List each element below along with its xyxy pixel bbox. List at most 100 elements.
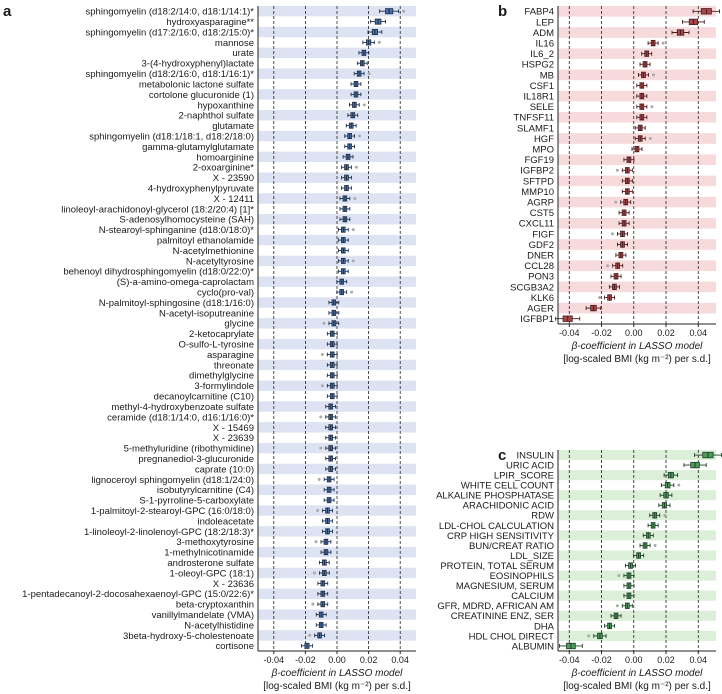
box-a-8 — [350, 91, 362, 98]
box-a-34 — [326, 361, 338, 368]
row-band — [558, 510, 716, 521]
box-a-38 — [325, 403, 337, 410]
y-tick-label: HDL CHOL DIRECT — [469, 631, 555, 642]
y-tick-label: SELE — [530, 102, 554, 113]
y-tick-label: CST5 — [530, 208, 554, 219]
box-b-27 — [598, 294, 616, 301]
box-b-22 — [617, 241, 628, 248]
outlier-point — [317, 477, 321, 481]
y-tick-label: CXCL11 — [519, 219, 554, 230]
row-band — [258, 505, 416, 516]
box-a-35 — [326, 372, 338, 379]
row-band — [258, 630, 416, 641]
box-a-21 — [337, 226, 355, 233]
box-b-18 — [614, 198, 632, 206]
y-tick-label: X - 23636 — [213, 579, 254, 590]
box-b-15 — [615, 167, 633, 174]
y-tick-label: MAGNESIUM, SERUM — [456, 581, 554, 592]
x-tick-label: 0.02 — [657, 328, 675, 338]
outlier-point — [614, 200, 618, 204]
box-a-39 — [319, 413, 337, 420]
y-tick-label: sphingomyelin (d18:2/16:0, d18:1/16:1)* — [86, 69, 255, 80]
y-tick-label: lignoceroyl sphingomyelin (d18:1/24:0) — [91, 475, 254, 486]
y-tick-label: AGRP — [527, 198, 554, 209]
panel-label-c: c — [498, 447, 506, 464]
y-tick-label: EOSINOPHILS — [490, 571, 554, 582]
box-c-0 — [693, 451, 722, 459]
outlier-point — [606, 264, 610, 268]
y-tick-label: methyl-4-hydroxybenzoate sulfate — [111, 402, 254, 413]
box-a-7 — [350, 81, 362, 88]
y-tick-label: RDW — [531, 511, 554, 522]
y-tick-label: SFTPD — [523, 176, 554, 187]
y-tick-label: 5-methyluridine (ribothymidine) — [124, 444, 254, 455]
box-a-1 — [370, 18, 387, 25]
y-tick-label: LDL_SIZE — [510, 551, 554, 562]
box-a-42 — [319, 445, 337, 452]
y-tick-label: PON3 — [528, 272, 554, 283]
row-band — [258, 110, 416, 121]
y-tick-label: LPIR_SCORE — [494, 471, 554, 482]
x-tick-label: 0.04 — [689, 328, 707, 338]
row-band — [558, 175, 716, 187]
y-tick-label: androsterone sulfate — [167, 558, 254, 569]
x-tick-label: 0.04 — [689, 655, 707, 665]
y-tick-label: glycine — [224, 319, 254, 330]
box-b-25 — [610, 273, 622, 280]
outlier-point — [402, 9, 406, 13]
y-tick-label: caprate (10:0) — [195, 464, 254, 475]
box-c-15 — [615, 602, 633, 609]
x-tick-label: 0.04 — [391, 655, 409, 665]
box-a-2 — [367, 29, 383, 36]
y-tick-label: X - 23639 — [213, 433, 254, 444]
y-tick-label: cortisone — [215, 641, 254, 652]
panel-label-b: b — [498, 3, 507, 20]
y-tick-label: LEP — [536, 17, 554, 28]
y-tick-label: MB — [540, 70, 554, 81]
row-band — [258, 609, 416, 620]
y-tick-label: ceramide (d18:1/14:0, d16:1/16:0)* — [107, 412, 254, 423]
row-band — [558, 302, 716, 314]
box-a-25 — [337, 268, 349, 275]
outlier-point — [311, 602, 315, 606]
y-tick-label: 1-pentadecanoyl-2-docosahexaenoyl-GPC (1… — [22, 589, 254, 600]
box-a-6 — [353, 70, 371, 77]
box-c-19 — [559, 642, 583, 650]
y-tick-label: HSPG2 — [522, 60, 554, 71]
y-tick-label: TNFSF11 — [514, 113, 554, 124]
box-b-5 — [639, 61, 651, 68]
box-b-20 — [618, 220, 630, 227]
y-tick-label: CSF1 — [530, 81, 554, 92]
box-c-6 — [649, 512, 667, 519]
outlier-point — [319, 415, 323, 419]
box-a-40 — [325, 424, 337, 431]
row-band — [558, 6, 716, 17]
panel-label-a: a — [3, 3, 12, 20]
y-tick-label: 1-methylnicotinamide — [164, 548, 254, 559]
y-tick-label: hypoxanthine — [197, 100, 254, 111]
x-axis-subtitle: [log-scaled BMI (kg m⁻²) per s.d.] — [563, 681, 711, 692]
box-a-32 — [326, 341, 338, 348]
y-tick-label: INSULIN — [517, 450, 555, 461]
y-tick-label: PROTEIN, TOTAL SERUM — [440, 561, 554, 572]
chart-panel-a: sphingomyelin (d18:2/14:0, d18:1/14:1)*h… — [3, 3, 416, 692]
x-tick-label: -0.02 — [591, 655, 612, 665]
y-tick-label: gamma-glutamylglutamate — [142, 142, 254, 153]
box-b-12 — [634, 135, 652, 142]
y-tick-label: IGFBP1 — [520, 314, 554, 325]
row-band — [558, 490, 716, 501]
box-c-2 — [663, 471, 679, 479]
x-axis-subtitle: [log-scaled BMI (kg m⁻²) per s.d.] — [263, 681, 411, 692]
x-axis-title: β-coefficient in LASSO model — [571, 668, 704, 679]
box-b-10 — [636, 114, 648, 121]
y-tick-label: decanoylcarnitine (C10) — [154, 392, 254, 403]
box-a-50 — [322, 528, 333, 535]
y-tick-label: ALKALINE PHOSPHATASE — [436, 491, 554, 502]
box-a-9 — [349, 101, 366, 108]
y-tick-label: AGER — [527, 304, 554, 315]
box-b-8 — [636, 92, 648, 100]
outlier-point — [653, 543, 657, 547]
box-c-8 — [642, 532, 654, 539]
box-a-61 — [301, 642, 313, 649]
row-band — [558, 570, 716, 581]
